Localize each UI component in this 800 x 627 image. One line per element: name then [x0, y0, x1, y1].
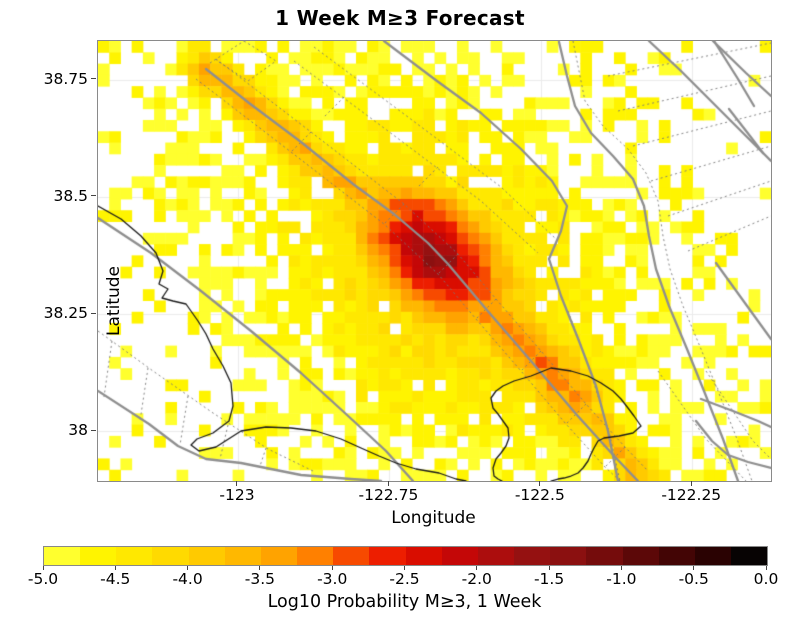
y-tick-label: 38.75: [43, 69, 88, 88]
x-tick-mark: [690, 481, 692, 486]
colorbar-tick-mark: [476, 566, 478, 570]
colorbar-tick-mark: [259, 566, 261, 570]
colorbar-tick-mark: [331, 566, 333, 570]
colorbar-segment: [44, 547, 81, 565]
colorbar-segment: [441, 547, 478, 565]
colorbar-segment: [622, 547, 659, 565]
colorbar-segment: [297, 547, 334, 565]
y-tick-mark: [91, 429, 96, 431]
colorbar-tick-label: -0.5: [678, 570, 709, 588]
x-tick-mark: [539, 481, 541, 486]
colorbar-segment: [586, 547, 623, 565]
colorbar-tick-label: -5.0: [27, 570, 59, 588]
colorbar-segment: [152, 547, 189, 565]
y-tick-label: 38: [68, 421, 88, 440]
colorbar-tick-label: -1.0: [606, 570, 637, 588]
colorbar-segment: [730, 547, 768, 565]
x-tick-label: -123: [219, 486, 255, 504]
colorbar-label: Log10 Probability M≥3, 1 Week: [267, 592, 542, 612]
colorbar-tick-label: -4.5: [100, 570, 131, 588]
colorbar-tick-mark: [114, 566, 116, 570]
colorbar-tick-mark: [620, 566, 622, 570]
colorbar-segment: [694, 547, 731, 565]
colorbar-tick-mark: [693, 566, 695, 570]
colorbar-tick-mark: [187, 566, 189, 570]
y-tick-mark: [91, 195, 96, 197]
colorbar-segment: [224, 547, 261, 565]
colorbar-tick-label: -3.5: [244, 570, 276, 588]
colorbar-segment: [80, 547, 117, 565]
colorbar-segment: [188, 547, 225, 565]
colorbar-tick-mark: [765, 566, 767, 570]
colorbar: [43, 546, 768, 566]
heatmap-canvas: [98, 41, 771, 481]
colorbar-segment: [514, 547, 551, 565]
colorbar-tick-mark: [548, 566, 550, 570]
x-tick-label: -122.75: [358, 486, 419, 504]
colorbar-tick-mark: [404, 566, 405, 570]
colorbar-segment: [333, 547, 370, 565]
x-tick-label: -122.25: [661, 486, 722, 504]
colorbar-segment: [116, 547, 153, 565]
y-axis-label: Latitude: [104, 266, 124, 336]
colorbar-segment: [369, 547, 406, 565]
colorbar-segment: [550, 547, 587, 565]
colorbar-tick-label: -2.5: [389, 570, 420, 588]
colorbar-tick-label: -4.0: [172, 570, 203, 588]
y-tick-mark: [91, 78, 96, 80]
x-tick-mark: [236, 481, 238, 486]
colorbar-segment: [658, 547, 695, 565]
y-tick-mark: [91, 312, 96, 314]
colorbar-segment: [260, 547, 298, 565]
colorbar-tick-mark: [42, 566, 44, 570]
x-tick-label: -122.5: [514, 486, 565, 504]
colorbar-tick-label: -1.5: [533, 570, 565, 588]
colorbar-tick-label: -3.0: [317, 570, 348, 588]
chart-title: 1 Week M≥3 Forecast: [275, 6, 525, 30]
x-tick-mark: [387, 481, 389, 486]
colorbar-segment: [405, 547, 442, 565]
colorbar-segment: [477, 547, 515, 565]
y-tick-label: 38.5: [53, 186, 88, 205]
plot-area: Latitude: [97, 40, 772, 482]
y-tick-label: 38.25: [43, 304, 88, 323]
colorbar-tick-label: 0.0: [753, 570, 779, 588]
x-axis-label: Longitude: [391, 508, 476, 528]
colorbar-tick-label: -2.0: [461, 570, 492, 588]
